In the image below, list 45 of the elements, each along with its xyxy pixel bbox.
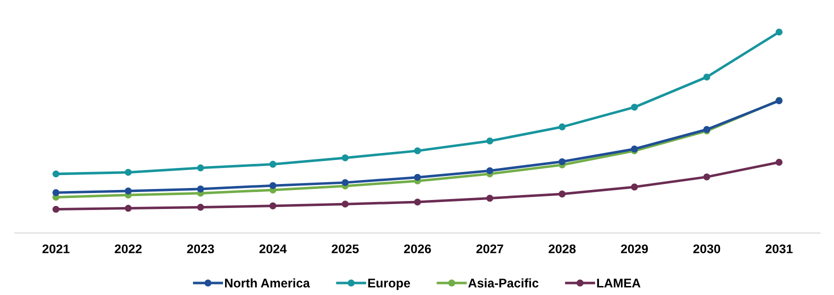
point bbox=[52, 189, 60, 196]
point bbox=[703, 173, 710, 180]
point bbox=[776, 158, 783, 166]
x-tick-label: 2022 bbox=[114, 244, 142, 254]
x-tick-label: 2028 bbox=[548, 244, 576, 254]
point bbox=[630, 104, 638, 111]
x-tick-label: 2026 bbox=[404, 244, 431, 254]
point bbox=[269, 160, 276, 168]
x-tick-label: 2031 bbox=[766, 244, 793, 254]
x-tick-label: 2024 bbox=[259, 244, 287, 254]
point bbox=[52, 170, 60, 178]
point bbox=[630, 184, 638, 190]
x-tick-label: 2029 bbox=[620, 244, 648, 254]
legend-label: North America bbox=[225, 278, 310, 288]
point bbox=[776, 28, 783, 36]
point bbox=[414, 198, 421, 206]
point bbox=[558, 190, 566, 198]
point bbox=[197, 186, 204, 192]
point bbox=[124, 188, 132, 194]
point bbox=[269, 182, 276, 190]
point bbox=[558, 123, 566, 130]
x-tick-label: 2027 bbox=[476, 244, 504, 254]
point bbox=[486, 194, 494, 202]
point bbox=[486, 167, 494, 174]
x-tick-label: 2021 bbox=[42, 244, 70, 254]
point bbox=[197, 164, 204, 172]
legend-label: Asia-Pacific bbox=[468, 278, 538, 288]
point bbox=[414, 147, 421, 154]
x-tick-label: 2030 bbox=[693, 244, 720, 254]
point bbox=[124, 204, 132, 212]
legend-label: Europe bbox=[368, 278, 410, 290]
x-tick-label: 2023 bbox=[187, 244, 214, 254]
point bbox=[558, 158, 566, 166]
point bbox=[342, 179, 349, 186]
x-tick-label: 2025 bbox=[332, 244, 359, 254]
point bbox=[486, 137, 494, 144]
point bbox=[269, 202, 276, 210]
point bbox=[703, 74, 710, 81]
point bbox=[342, 200, 349, 208]
point bbox=[124, 168, 132, 176]
point bbox=[414, 174, 421, 181]
point bbox=[197, 204, 204, 211]
point bbox=[342, 154, 349, 162]
legend-label: LAMEA bbox=[597, 278, 640, 288]
point bbox=[52, 206, 60, 213]
